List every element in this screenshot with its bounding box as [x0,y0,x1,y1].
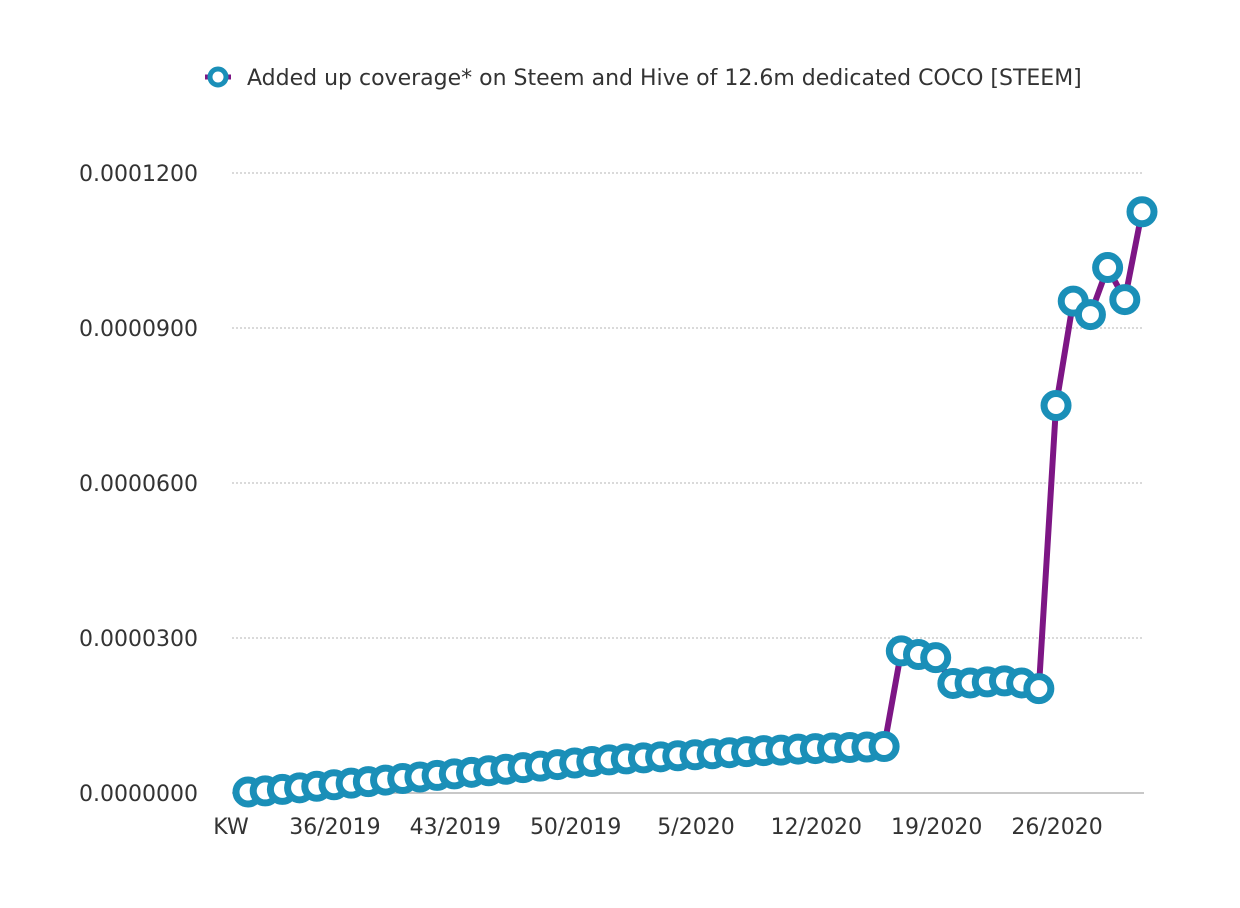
data-point [868,731,900,762]
x-tick-label: 19/2020 [891,815,982,840]
y-tick-label: 0.0000300 [79,627,198,652]
series-line [245,208,1145,795]
x-tick-label: 5/2020 [657,815,734,840]
x-tick-label: 43/2019 [410,815,501,840]
data-point [920,642,952,674]
x-tick-label-kw: KW [213,815,249,840]
data-point [1074,299,1106,331]
data-point [1109,284,1141,316]
data-point [1126,196,1158,228]
y-tick-label: 0.0001200 [79,162,198,187]
data-point [1023,673,1055,705]
data-point [1092,252,1124,284]
legend: Added up coverage* on Steem and Hive of … [205,66,1082,91]
x-tick-label: 26/2020 [1011,815,1102,840]
series-polyline [245,208,1145,795]
x-tick-label: 50/2019 [530,815,621,840]
legend-marker-swatch [207,66,229,88]
legend-label: Added up coverage* on Steem and Hive of … [247,66,1082,91]
y-tick-label: 0.0000600 [79,472,198,497]
y-tick-label: 0.0000900 [79,317,198,342]
x-axis: KW 36/2019 43/2019 50/2019 5/2020 12/2020 19/… [213,815,1102,840]
y-tick-label: 0.0000000 [79,782,198,807]
grid-lines [232,172,1144,794]
series-markers [232,196,1158,808]
y-axis: 0.0000000 0.0000300 0.0000600 0.0000900 0.00… [79,162,198,807]
x-tick-label: 12/2020 [771,815,862,840]
x-tick-label: 36/2019 [289,815,380,840]
data-point [1040,390,1072,421]
